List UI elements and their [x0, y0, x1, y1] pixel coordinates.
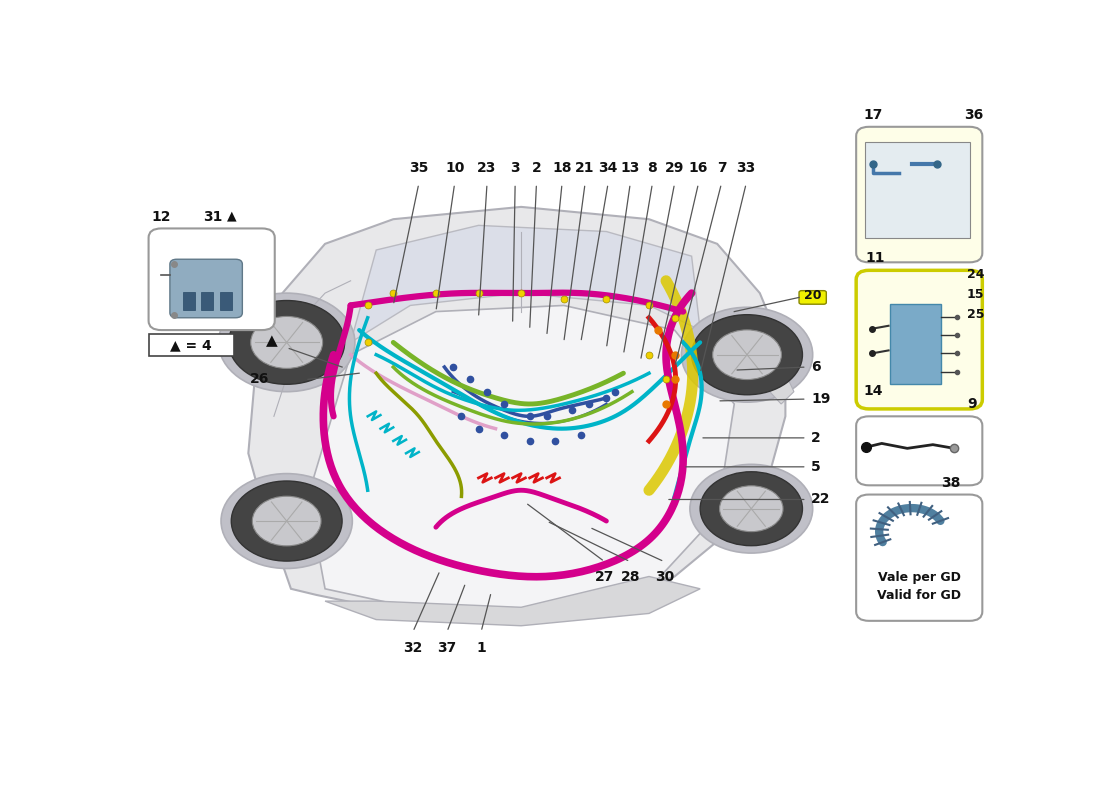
FancyBboxPatch shape — [865, 142, 969, 238]
FancyBboxPatch shape — [169, 259, 242, 318]
Circle shape — [700, 472, 802, 546]
Text: 5: 5 — [811, 460, 821, 474]
Text: 13: 13 — [620, 161, 640, 175]
FancyBboxPatch shape — [856, 416, 982, 486]
Text: 26: 26 — [251, 372, 270, 386]
Text: 32: 32 — [404, 641, 422, 654]
Polygon shape — [308, 306, 735, 614]
Text: 37: 37 — [438, 641, 456, 654]
Text: 23: 23 — [477, 161, 497, 175]
Text: 11: 11 — [866, 251, 884, 266]
Text: 18: 18 — [552, 161, 572, 175]
Circle shape — [252, 496, 321, 546]
Circle shape — [219, 293, 355, 392]
Bar — [201, 292, 213, 310]
Text: 22: 22 — [811, 493, 830, 506]
Text: 12: 12 — [152, 210, 172, 223]
Text: ▲ = 4: ▲ = 4 — [170, 338, 212, 352]
FancyBboxPatch shape — [856, 270, 982, 409]
Text: 19: 19 — [811, 392, 830, 406]
Text: ▲: ▲ — [228, 210, 236, 222]
Text: 28: 28 — [620, 570, 640, 584]
Text: 17: 17 — [864, 108, 883, 122]
Text: ▲: ▲ — [266, 334, 278, 349]
Polygon shape — [326, 577, 700, 626]
Text: 38: 38 — [942, 476, 960, 490]
Text: 27: 27 — [595, 570, 615, 584]
Text: 2: 2 — [811, 431, 821, 445]
Polygon shape — [249, 207, 785, 619]
Bar — [220, 292, 232, 310]
Circle shape — [690, 464, 813, 553]
Text: 35: 35 — [409, 161, 429, 175]
Text: 6: 6 — [811, 360, 821, 374]
Text: 20: 20 — [804, 289, 822, 302]
Text: 1: 1 — [476, 641, 486, 654]
Circle shape — [231, 481, 342, 561]
Circle shape — [692, 314, 803, 394]
Text: 16: 16 — [689, 161, 708, 175]
Text: 30: 30 — [654, 570, 674, 584]
Text: 14: 14 — [864, 384, 883, 398]
FancyBboxPatch shape — [890, 304, 942, 384]
Circle shape — [681, 307, 813, 402]
Polygon shape — [351, 226, 700, 342]
Bar — [183, 292, 195, 310]
Circle shape — [229, 301, 344, 384]
Circle shape — [713, 330, 781, 379]
Text: 7: 7 — [717, 161, 726, 175]
Circle shape — [719, 486, 783, 532]
Text: 21: 21 — [575, 161, 595, 175]
Text: 9: 9 — [967, 398, 977, 411]
Text: 36: 36 — [965, 108, 983, 122]
Circle shape — [221, 474, 352, 569]
Text: 8: 8 — [648, 161, 658, 175]
Text: 25: 25 — [967, 308, 984, 321]
FancyBboxPatch shape — [799, 290, 826, 304]
FancyBboxPatch shape — [856, 127, 982, 262]
Text: 24: 24 — [967, 269, 984, 282]
Circle shape — [251, 317, 322, 368]
Text: 33: 33 — [737, 161, 756, 175]
Text: 10: 10 — [444, 161, 464, 175]
FancyBboxPatch shape — [856, 494, 982, 621]
Text: 34: 34 — [598, 161, 618, 175]
FancyBboxPatch shape — [148, 334, 234, 356]
Text: 2: 2 — [531, 161, 541, 175]
Text: Vale per GD
Valid for GD: Vale per GD Valid for GD — [877, 571, 961, 602]
Polygon shape — [764, 373, 794, 404]
Text: 29: 29 — [664, 161, 684, 175]
Text: car
apparels.com: car apparels.com — [304, 403, 653, 553]
Text: 3: 3 — [510, 161, 520, 175]
Text: 15: 15 — [967, 288, 984, 301]
Text: 31: 31 — [202, 210, 222, 223]
FancyBboxPatch shape — [148, 229, 275, 330]
